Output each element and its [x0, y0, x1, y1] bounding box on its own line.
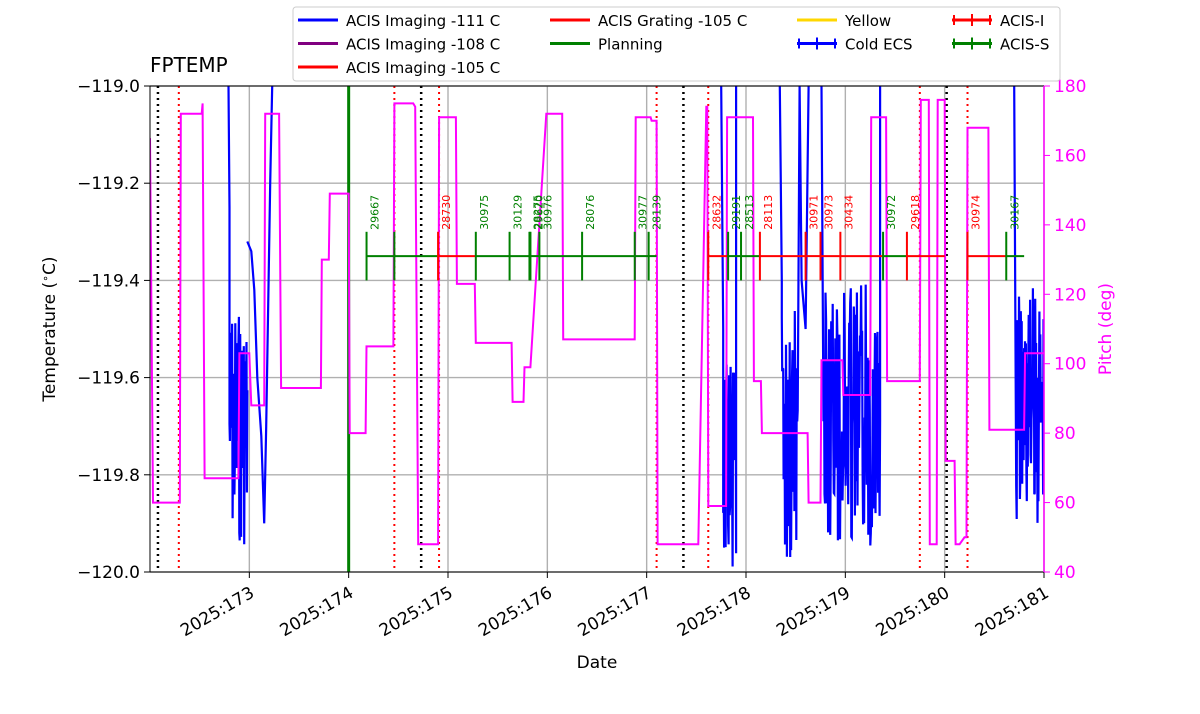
y-tick-label: −119.8 [77, 466, 140, 486]
x-tick-label: 2025:180 [873, 583, 954, 641]
obsid-label: 29620 [532, 195, 545, 230]
chart-title: FPTEMP [150, 53, 228, 77]
x-axis-label: Date [577, 653, 618, 673]
y2-axis-label: Pitch (deg) [1096, 283, 1116, 375]
temperature-line [720, 86, 738, 567]
plot-area [150, 86, 1044, 567]
x-tick-label: 2025:174 [277, 583, 358, 641]
legend-label: ACIS Grating -105 C [598, 12, 747, 30]
y2-tick-label: 160 [1054, 146, 1086, 166]
obsid-label: 29667 [369, 195, 382, 230]
y2-tick-label: 60 [1054, 494, 1076, 514]
legend-label: ACIS-I [1000, 12, 1044, 30]
legend-label: ACIS Imaging -108 C [346, 36, 500, 54]
x-axis: 2025:173 2025:174 2025:175 2025:176 2025:177… [177, 572, 1053, 641]
legend-label: Yellow [844, 12, 891, 30]
x-tick-label: 2025:173 [177, 583, 258, 641]
obsid-label: 30129 [512, 195, 525, 230]
legend: ACIS Imaging -111 C ACIS Imaging -108 C AC… [292, 6, 1061, 82]
obsid-label: 30974 [970, 195, 983, 230]
grid-lines [150, 85, 1045, 573]
obsid-label: 28275 [531, 195, 544, 230]
temperature-line [1013, 86, 1044, 523]
x-tick-label: 2025:176 [475, 583, 556, 641]
x-tick-label: 2025:175 [376, 583, 457, 641]
x-tick-label: 2025:181 [972, 583, 1053, 641]
legend-label: Cold ECS [845, 36, 913, 54]
obsid-label: 30972 [885, 195, 898, 230]
legend-label: Planning [598, 36, 663, 54]
legend-label: ACIS Imaging -105 C [346, 59, 500, 77]
legend-label: ACIS Imaging -111 C [346, 12, 500, 30]
y2-tick-label: 100 [1054, 355, 1086, 375]
obsid-label: 28513 [743, 195, 756, 230]
obsid-label: 30976 [541, 195, 554, 230]
obsid-label: 28139 [651, 195, 664, 230]
obsid-label: 29618 [909, 195, 922, 230]
temperature-line [820, 86, 882, 546]
y2-tick-label: 120 [1054, 285, 1086, 305]
y-tick-label: −119.2 [77, 174, 140, 194]
temperature-line [778, 86, 810, 558]
obsid-label: 30971 [808, 195, 821, 230]
y-axis-left: −119.0 −119.2 −119.4 −119.6 −119.8 −120.0 [77, 77, 150, 583]
y2-tick-label: 80 [1054, 424, 1076, 444]
y-tick-label: −120.0 [77, 563, 140, 583]
obsid-label: 28632 [710, 195, 723, 230]
obsid-label: 28076 [584, 195, 597, 230]
obsid-label: 30975 [478, 195, 491, 230]
obsid-label: 29191 [730, 195, 743, 230]
obsid-label: 30977 [637, 195, 650, 230]
y2-tick-label: 140 [1054, 216, 1086, 236]
y-tick-label: −119.4 [77, 271, 140, 291]
obsid-label: 30434 [842, 195, 855, 230]
obsid-label: 30167 [1008, 195, 1021, 230]
obsid-label: 30973 [823, 195, 836, 230]
y-axis-right: 40 60 80 100 120 140 160 180 [1043, 77, 1086, 583]
legend-label: ACIS-S [1000, 36, 1049, 54]
obsid-label: 28113 [762, 195, 775, 230]
x-tick-label: 2025:178 [674, 583, 755, 641]
y-tick-label: −119.6 [77, 369, 140, 389]
y-axis-label: Temperature (∘C) [39, 256, 61, 402]
y2-tick-label: 180 [1054, 77, 1086, 97]
legend-frame [292, 6, 1061, 82]
x-tick-label: 2025:177 [575, 583, 656, 641]
pitch-line [150, 98, 1044, 546]
x-tick-label: 2025:179 [773, 583, 854, 641]
temperature-line [246, 86, 274, 524]
y-tick-label: −119.0 [77, 77, 140, 97]
y2-tick-label: 40 [1054, 563, 1076, 583]
plot-frame [149, 85, 1045, 573]
obsid-label: 28730 [440, 195, 453, 230]
